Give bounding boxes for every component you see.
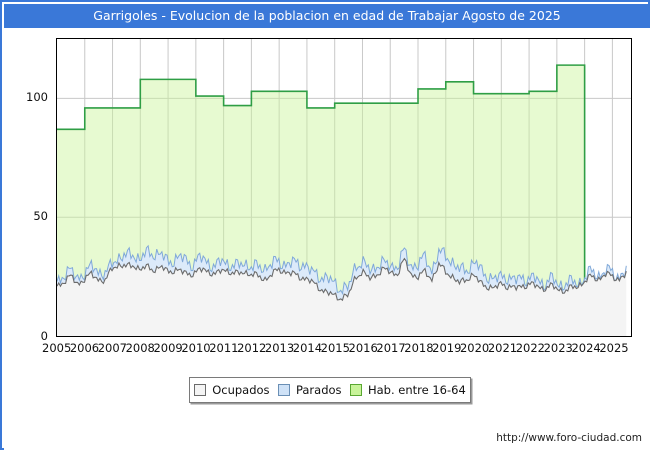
x-axis-tick-2005: 2005 bbox=[42, 341, 72, 355]
x-axis-tick-2014: 2014 bbox=[292, 341, 323, 355]
x-axis-tick-2010: 2010 bbox=[181, 341, 211, 355]
legend-item-0[interactable]: Ocupados bbox=[194, 383, 270, 397]
x-axis-tick-2020: 2020 bbox=[459, 341, 490, 355]
y-axis-tick-100: 100 bbox=[26, 89, 48, 104]
legend-item-2[interactable]: Hab. entre 16-64 bbox=[349, 383, 466, 397]
x-axis-tick-2024: 2024 bbox=[571, 341, 601, 355]
plot-area bbox=[56, 38, 632, 337]
x-axis-tick-2022: 2022 bbox=[515, 341, 545, 355]
y-axis-tick-50: 50 bbox=[33, 209, 48, 224]
x-axis-tick-2016: 2016 bbox=[348, 341, 378, 355]
legend-swatch-icon bbox=[194, 384, 207, 396]
x-axis-tick-2013: 2013 bbox=[264, 341, 295, 355]
x-axis-tick-2019: 2019 bbox=[432, 341, 462, 355]
x-axis-tick-2006: 2006 bbox=[69, 341, 100, 355]
legend-label: Hab. entre 16-64 bbox=[367, 383, 466, 397]
legend-swatch-icon bbox=[349, 384, 362, 396]
y-axis-tick-0: 0 bbox=[40, 329, 48, 343]
x-axis-tick-2012: 2012 bbox=[237, 341, 267, 355]
chart-legend: Ocupados Parados Hab. entre 16-64 bbox=[189, 377, 471, 403]
x-axis-tick-2011: 2011 bbox=[209, 341, 239, 355]
legend-item-1[interactable]: Parados bbox=[277, 383, 342, 397]
x-axis-tick-2015: 2015 bbox=[320, 341, 350, 355]
x-axis-tick-2023: 2023 bbox=[543, 341, 573, 355]
chart-svg bbox=[57, 39, 631, 336]
x-axis-tick-2007: 2007 bbox=[97, 341, 127, 355]
legend-label: Ocupados bbox=[212, 383, 270, 397]
legend-label: Parados bbox=[295, 383, 342, 397]
legend-swatch-icon bbox=[277, 384, 290, 396]
x-axis-tick-2021: 2021 bbox=[487, 341, 518, 355]
x-axis-tick-2017: 2017 bbox=[376, 341, 406, 355]
footer-url: http://www.foro-ciudad.com bbox=[496, 432, 642, 444]
x-axis-tick-2008: 2008 bbox=[125, 341, 155, 355]
x-axis-tick-2018: 2018 bbox=[404, 341, 434, 355]
x-axis-tick-2025: 2025 bbox=[599, 341, 629, 355]
window-title: Garrigoles - Evolucion de la poblacion e… bbox=[4, 4, 650, 28]
x-axis-tick-2009: 2009 bbox=[153, 341, 183, 355]
